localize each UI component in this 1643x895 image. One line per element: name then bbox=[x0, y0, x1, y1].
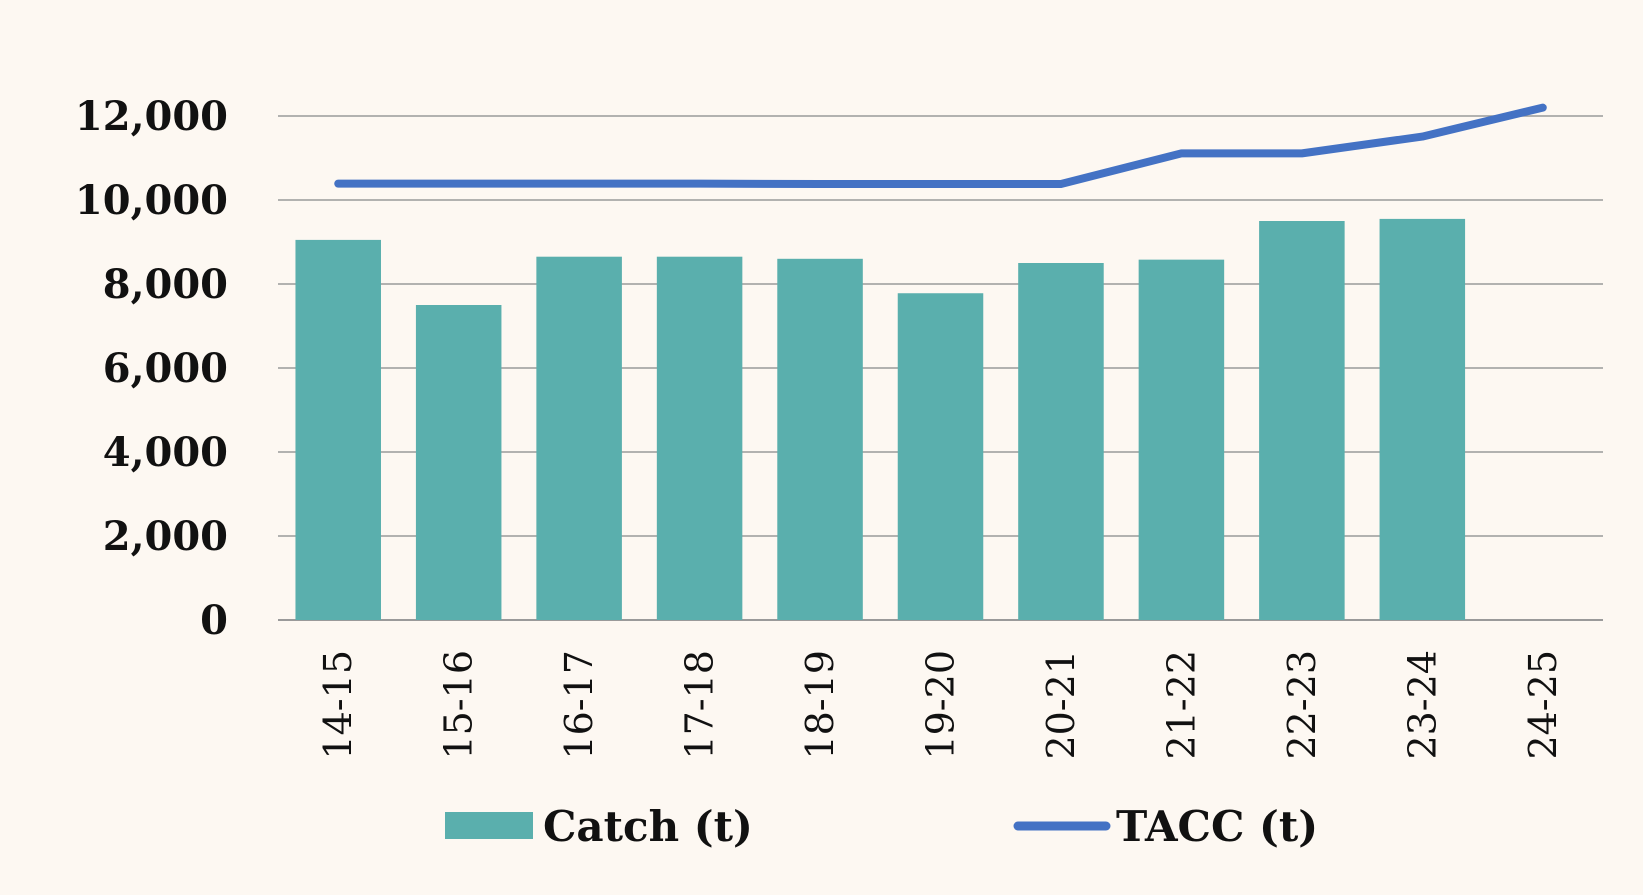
x-tick-label: 15-16 bbox=[437, 650, 481, 760]
y-tick-label: 12,000 bbox=[75, 93, 228, 140]
tacc-line-group bbox=[334, 103, 1547, 189]
catch-bar bbox=[1018, 263, 1104, 620]
legend-catch-label: Catch (t) bbox=[543, 802, 753, 851]
x-axis-tick-labels: 14-15 15-16 16-17 17-18 18-19 19-20 20-21 21-22… bbox=[316, 650, 1565, 760]
y-tick-label: 6,000 bbox=[103, 345, 228, 392]
legend-tacc-label: TACC (t) bbox=[1116, 802, 1318, 851]
y-axis-tick-labels: 0 2,000 4,000 6,000 8,000 10,000 12,000 bbox=[75, 93, 228, 644]
x-tick-label: 17-18 bbox=[678, 650, 722, 760]
y-tick-label: 8,000 bbox=[103, 261, 228, 308]
y-tick-label: 0 bbox=[200, 597, 228, 644]
catch-bar bbox=[777, 258, 863, 620]
catch-bar bbox=[897, 293, 984, 620]
x-tick-label: 20-21 bbox=[1039, 650, 1083, 760]
tacc-line bbox=[334, 103, 1547, 189]
legend-catch-swatch bbox=[445, 812, 533, 839]
x-tick-label: 19-20 bbox=[919, 650, 963, 760]
legend: Catch (t) TACC (t) bbox=[445, 802, 1318, 851]
x-tick-label: 16-17 bbox=[557, 650, 601, 760]
x-tick-label: 14-15 bbox=[316, 650, 360, 760]
catch-bar bbox=[1379, 218, 1466, 620]
catch-bar bbox=[295, 239, 381, 620]
y-tick-label: 4,000 bbox=[103, 429, 228, 476]
catch-bars bbox=[295, 218, 1466, 620]
x-tick-label: 24-25 bbox=[1521, 650, 1565, 760]
catch-bar bbox=[1259, 221, 1345, 620]
catch-bar bbox=[415, 305, 502, 620]
x-tick-label: 21-22 bbox=[1159, 650, 1203, 760]
catch-bar bbox=[1138, 259, 1225, 620]
y-tick-label: 10,000 bbox=[75, 177, 228, 224]
catch-bar bbox=[536, 256, 622, 620]
y-tick-label: 2,000 bbox=[103, 513, 228, 560]
x-tick-label: 22-23 bbox=[1280, 650, 1324, 760]
x-tick-label: 23-24 bbox=[1400, 650, 1444, 760]
x-tick-label: 18-19 bbox=[798, 650, 842, 760]
catch-bar bbox=[656, 256, 743, 620]
